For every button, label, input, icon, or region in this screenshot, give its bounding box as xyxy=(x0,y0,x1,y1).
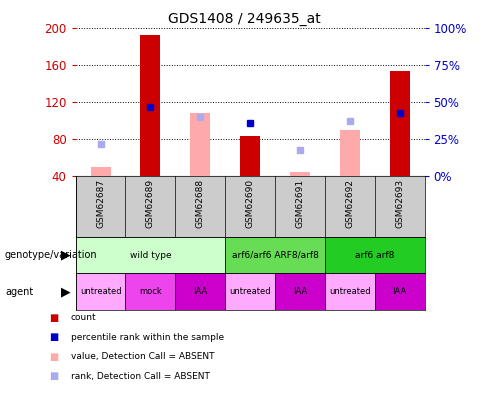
Bar xyxy=(125,273,175,310)
Text: GSM62689: GSM62689 xyxy=(146,179,155,228)
Text: count: count xyxy=(71,313,97,322)
Text: wild type: wild type xyxy=(130,251,171,260)
Text: arf6/arf6 ARF8/arf8: arf6/arf6 ARF8/arf8 xyxy=(232,251,319,260)
Text: rank, Detection Call = ABSENT: rank, Detection Call = ABSENT xyxy=(71,372,210,381)
Text: ▶: ▶ xyxy=(61,249,71,262)
Text: GSM62693: GSM62693 xyxy=(395,179,404,228)
Bar xyxy=(225,237,325,273)
Bar xyxy=(325,273,375,310)
Bar xyxy=(175,273,225,310)
Text: untreated: untreated xyxy=(80,287,122,296)
Text: GSM62687: GSM62687 xyxy=(96,179,105,228)
Text: IAA: IAA xyxy=(392,287,407,296)
Text: GSM62691: GSM62691 xyxy=(295,179,305,228)
Text: GSM62690: GSM62690 xyxy=(245,179,255,228)
Bar xyxy=(375,273,425,310)
Bar xyxy=(240,136,260,176)
Text: value, Detection Call = ABSENT: value, Detection Call = ABSENT xyxy=(71,352,214,361)
Text: IAA: IAA xyxy=(293,287,307,296)
Text: ■: ■ xyxy=(49,333,58,342)
Bar xyxy=(76,273,125,310)
Text: ■: ■ xyxy=(49,313,58,323)
Text: IAA: IAA xyxy=(193,287,207,296)
Text: GDS1408 / 249635_at: GDS1408 / 249635_at xyxy=(167,12,321,26)
Bar xyxy=(340,130,360,176)
Bar xyxy=(325,237,425,273)
Text: GSM62692: GSM62692 xyxy=(346,179,354,228)
Text: ▶: ▶ xyxy=(61,285,71,298)
Text: ■: ■ xyxy=(49,352,58,362)
Text: untreated: untreated xyxy=(329,287,370,296)
Text: arf6 arf8: arf6 arf8 xyxy=(355,251,394,260)
Text: ■: ■ xyxy=(49,371,58,381)
Text: GSM62688: GSM62688 xyxy=(196,179,205,228)
Bar xyxy=(76,237,225,273)
Bar xyxy=(91,167,111,176)
Text: percentile rank within the sample: percentile rank within the sample xyxy=(71,333,224,342)
Bar xyxy=(390,71,409,176)
Bar xyxy=(275,273,325,310)
Bar xyxy=(141,35,161,176)
Text: agent: agent xyxy=(5,287,33,296)
Text: genotype/variation: genotype/variation xyxy=(5,250,98,260)
Bar xyxy=(290,172,310,176)
Bar xyxy=(190,113,210,176)
Bar xyxy=(225,273,275,310)
Text: untreated: untreated xyxy=(229,287,271,296)
Text: mock: mock xyxy=(139,287,162,296)
